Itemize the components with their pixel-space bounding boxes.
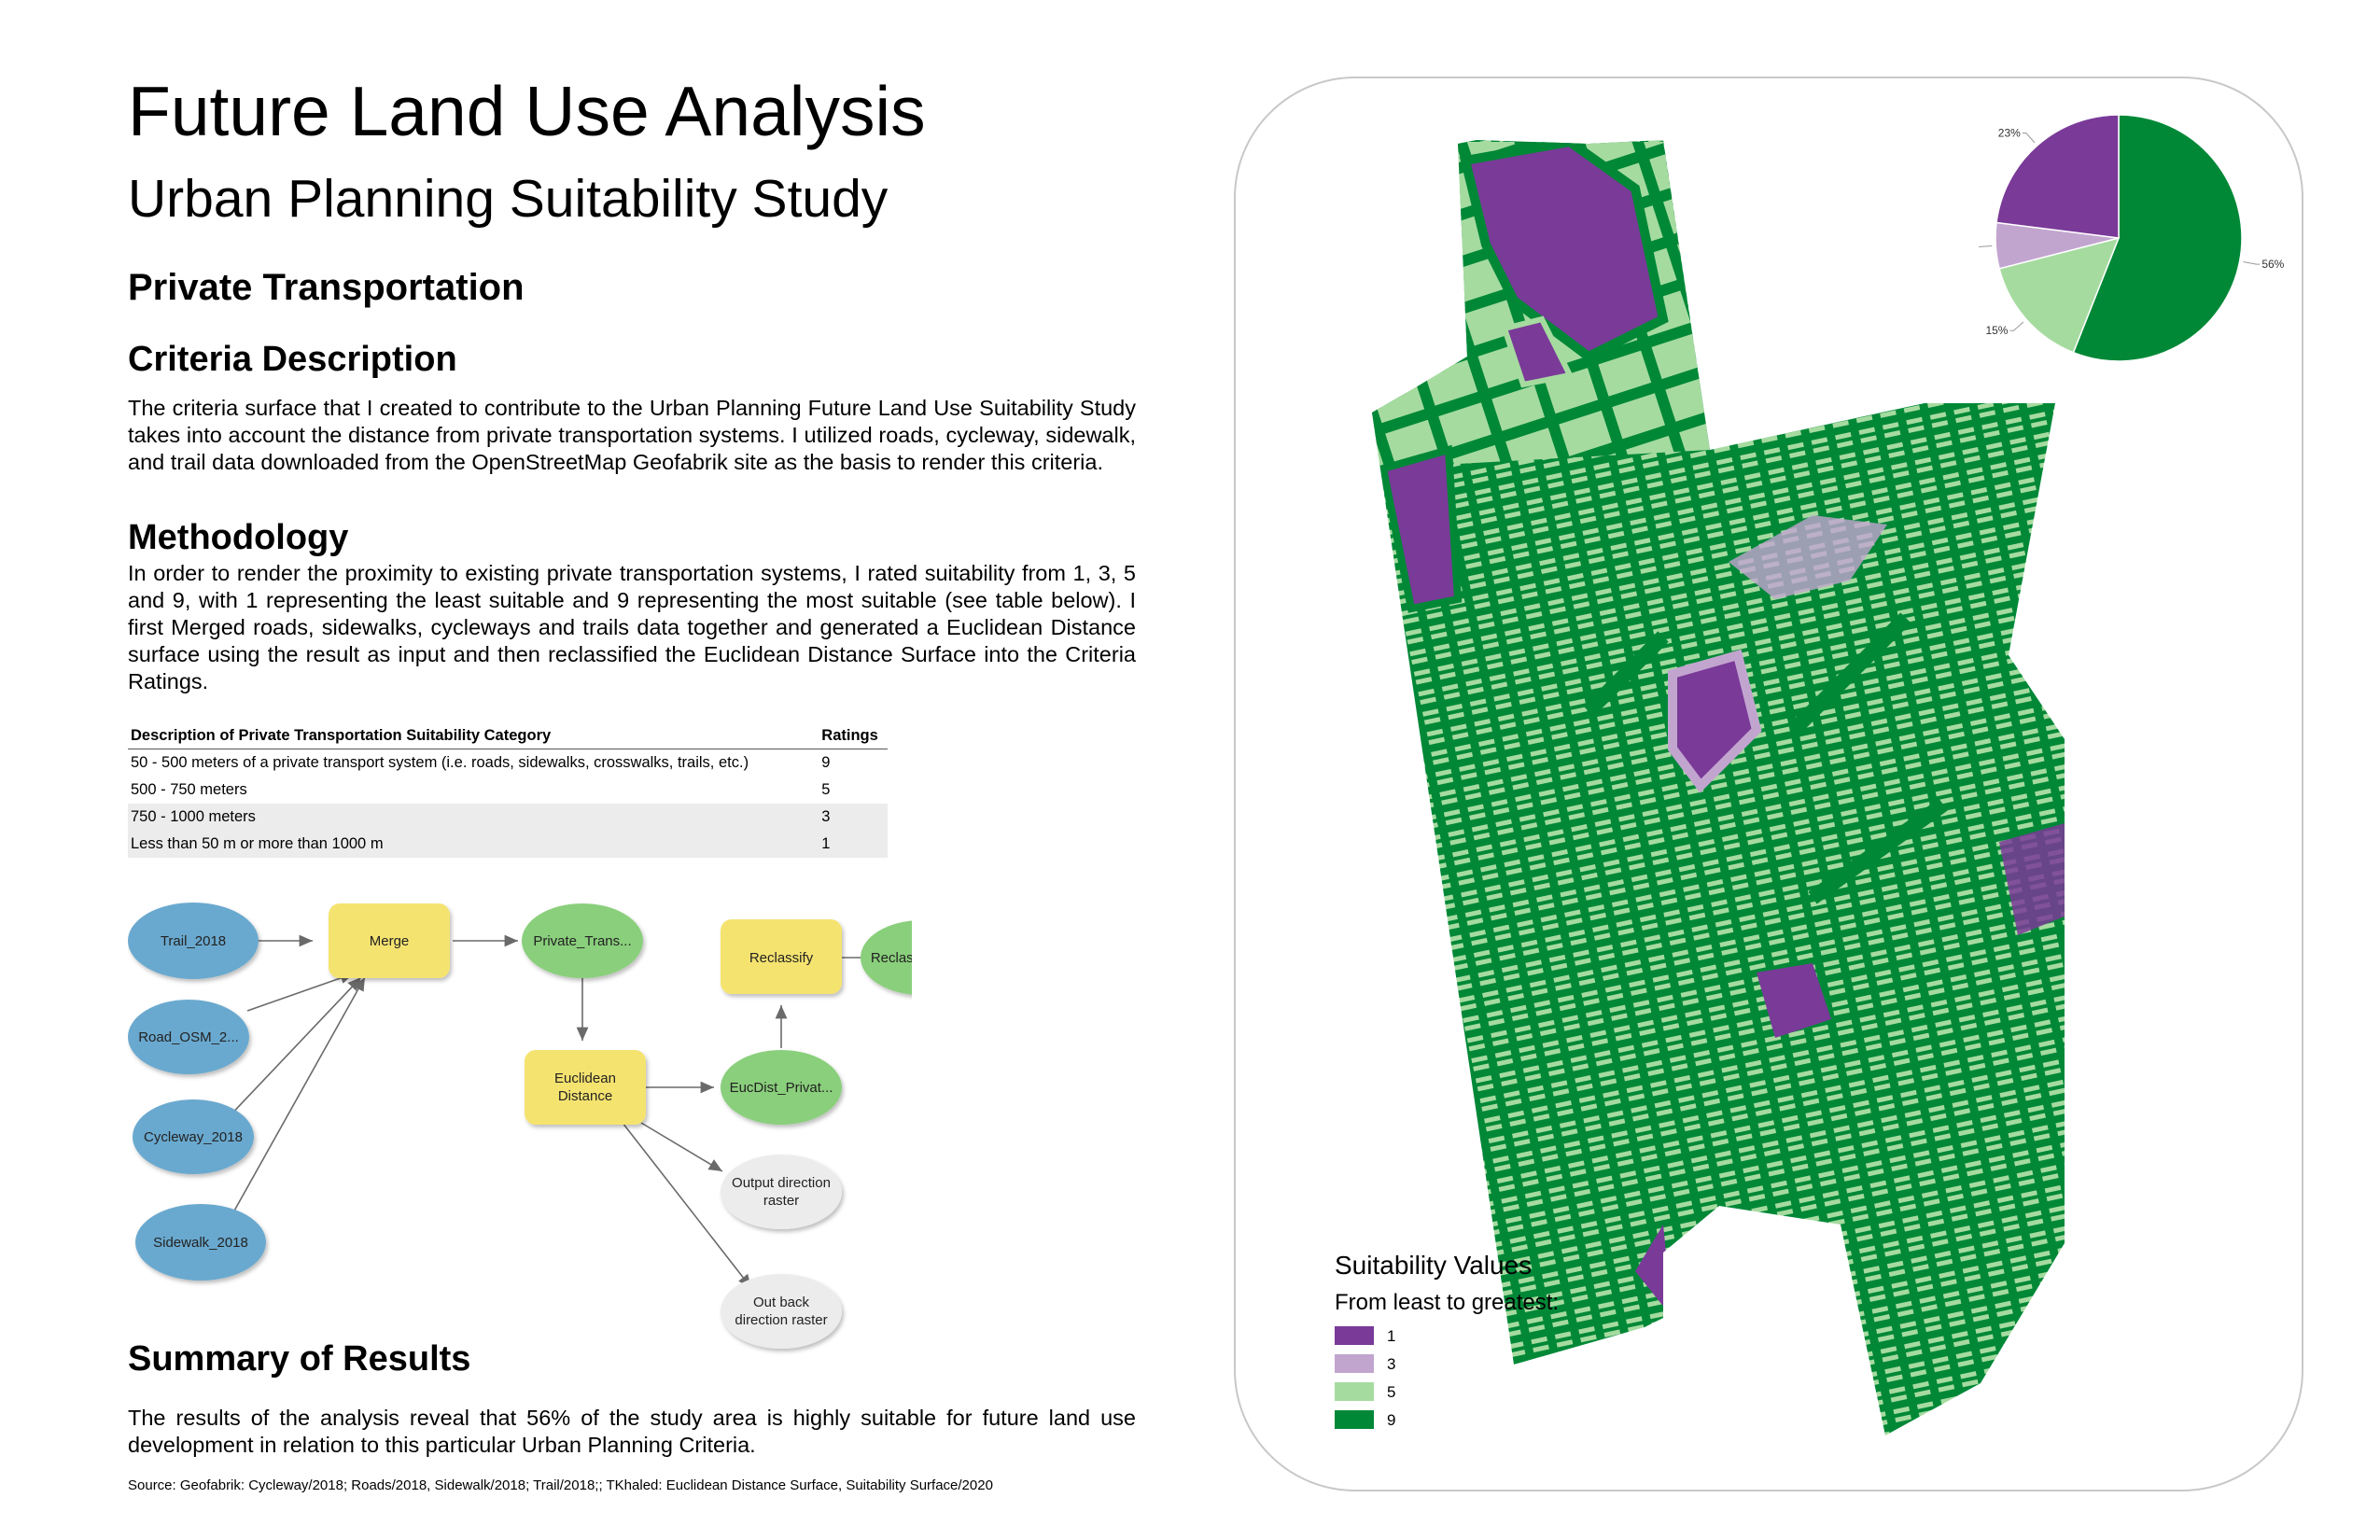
legend-swatch	[1335, 1382, 1374, 1401]
legend-label: 1	[1387, 1327, 1396, 1345]
legend-title: Suitability Values	[1335, 1251, 1533, 1280]
pie-slice[interactable]	[1998, 236, 2121, 354]
legend-swatch	[1335, 1326, 1374, 1345]
suitability-map[interactable]	[1234, 77, 2303, 1491]
table-cell: 1	[819, 831, 888, 858]
input-node-road[interactable]	[128, 1000, 249, 1074]
input-node-cycleway[interactable]	[133, 1099, 254, 1174]
table-header-description: Description of Private Transportation Su…	[128, 722, 819, 749]
pie-slices	[1995, 114, 2243, 362]
input-label-road: Road_OSM_2...	[138, 1029, 239, 1045]
legend-label: 5	[1387, 1383, 1396, 1401]
pie-leader-line	[2009, 321, 2024, 331]
table-header-ratings: Ratings	[819, 722, 888, 749]
reclassify-label: Reclassify	[749, 950, 814, 966]
table-cell: 750 - 1000 meters	[128, 804, 819, 831]
direction-raster-label-1: Output direction	[732, 1175, 831, 1191]
table-cell: 9	[821, 754, 831, 771]
methodology-text: In order to render the proximity to exis…	[128, 561, 1136, 693]
criteria-heading: Criteria Description	[128, 340, 457, 379]
model-diagram: Trail_2018 Road_OSM_2... Cycleway_2018 S…	[128, 903, 912, 1349]
table-row: 500 - 750 meters 5	[128, 777, 888, 804]
table-cell: 50 - 500 meters of a private transport s…	[131, 754, 749, 771]
summary-heading: Summary of Results	[128, 1339, 471, 1379]
back-direction-raster-node[interactable]	[721, 1274, 842, 1349]
pie-slice-label: 56%	[2261, 258, 2284, 271]
direction-raster-node[interactable]	[721, 1155, 842, 1229]
back-direction-label-1: Out back	[753, 1295, 810, 1310]
table-row: 750 - 1000 meters 3	[128, 804, 888, 831]
legend-swatch	[1335, 1354, 1374, 1373]
pie-leader-line	[1979, 245, 1993, 247]
merge-output-label: Private_Trans...	[533, 933, 631, 949]
diagram-connectors	[225, 934, 910, 1289]
merge-output-node[interactable]	[522, 903, 643, 978]
suitability-pie-chart[interactable]: 56%15%6%23%	[1979, 103, 2296, 373]
summary-text: The results of the analysis reveal that …	[128, 1406, 1136, 1457]
euclidean-label-2: Distance	[558, 1088, 612, 1104]
table-row: Less than 50 m or more than 1000 m 1	[128, 831, 888, 858]
table-cell: Less than 50 m or more than 1000 m	[128, 831, 819, 858]
criteria-text: The criteria surface that I created to c…	[128, 396, 1136, 474]
pie-slice-label: 15%	[1985, 324, 2008, 337]
legend-subtitle: From least to greatest:	[1335, 1290, 1560, 1315]
page-title: Future Land Use Analysis	[128, 72, 926, 150]
ratings-table: Description of Private Transportation Su…	[128, 722, 888, 858]
diagram-shapes	[128, 903, 912, 1349]
pie-leader-line	[2243, 260, 2261, 265]
merge-label: Merge	[370, 933, 410, 949]
legend-label: 9	[1387, 1411, 1396, 1429]
table-cell: 500 - 750 meters	[131, 781, 247, 798]
input-label-cycleway: Cycleway_2018	[144, 1129, 243, 1145]
euclidean-tool-node[interactable]	[525, 1050, 646, 1125]
direction-raster-label-2: raster	[763, 1193, 799, 1209]
legend-swatch	[1335, 1410, 1374, 1429]
pie-slice[interactable]	[2072, 114, 2243, 362]
reclassify-tool-node[interactable]	[721, 919, 842, 994]
table-row: 50 - 500 meters of a private transport s…	[128, 749, 888, 777]
eucdist-output-node[interactable]	[721, 1050, 842, 1125]
input-label-trail: Trail_2018	[161, 933, 226, 949]
input-label-sidewalk: Sidewalk_2018	[153, 1235, 248, 1251]
input-node-sidewalk[interactable]	[135, 1204, 266, 1281]
reclass-output-node[interactable]	[861, 920, 912, 995]
pie-slice[interactable]	[1995, 114, 2120, 239]
table-header-row: Description of Private Transportation Su…	[128, 722, 888, 749]
page-subtitle: Urban Planning Suitability Study	[128, 169, 889, 229]
table-cell: 3	[819, 804, 888, 831]
euclidean-label-1: Euclidean	[554, 1071, 616, 1086]
pie-leader-line	[2022, 132, 2036, 144]
reclass-output-label: Reclass_Priva...	[871, 950, 912, 966]
back-direction-label-2: direction raster	[735, 1312, 827, 1328]
table-cell: 5	[821, 781, 831, 798]
eucdist-output-label: EucDist_Privat...	[730, 1080, 833, 1096]
merge-tool-node[interactable]	[329, 903, 450, 978]
methodology-heading: Methodology	[128, 518, 349, 557]
map-frame	[1234, 77, 2303, 1491]
source-citation: Source: Geofabrik: Cycleway/2018; Roads/…	[128, 1477, 993, 1493]
pie-labels: 56%15%6%23%	[1979, 126, 2285, 337]
section-title: Private Transportation	[128, 267, 525, 308]
legend-label: 3	[1387, 1355, 1396, 1373]
input-node-trail[interactable]	[128, 903, 259, 979]
pie-slice-label: 23%	[1998, 126, 2021, 139]
